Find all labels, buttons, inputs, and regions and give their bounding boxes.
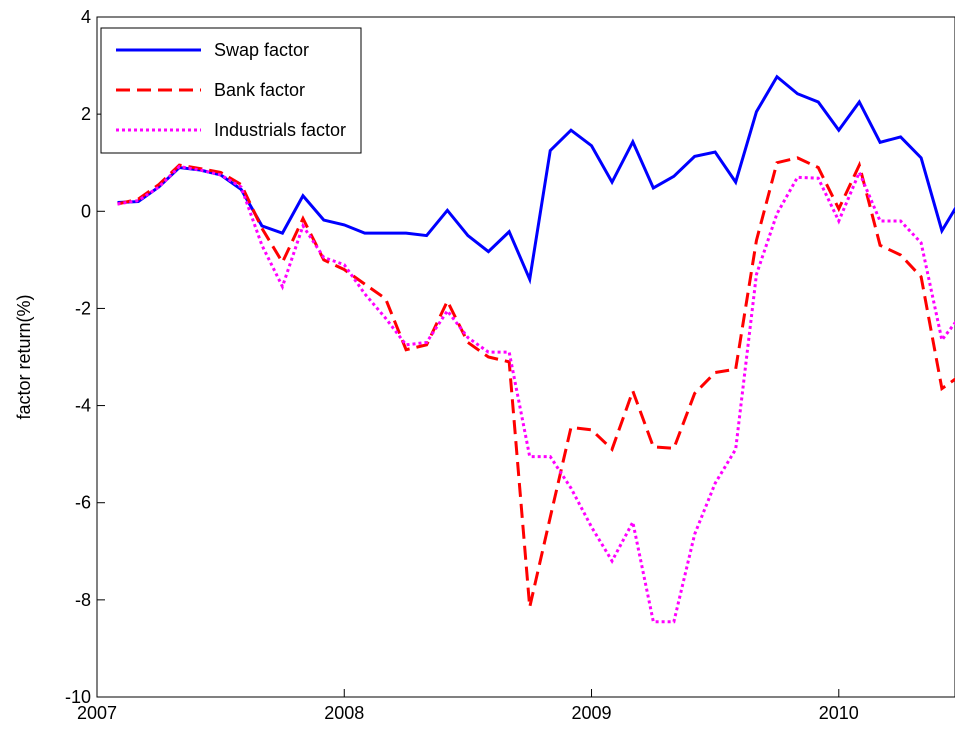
y-axis-label: factor return(%) (14, 294, 34, 419)
x-tick-label: 2009 (572, 703, 612, 723)
x-tick-label: 2010 (819, 703, 859, 723)
x-tick-label: 2007 (77, 703, 117, 723)
y-tick-label: -6 (75, 493, 91, 513)
plot-lines (117, 74, 955, 624)
data-line (117, 156, 955, 608)
y-tick-label: -10 (65, 687, 91, 707)
y-tick-label: -8 (75, 590, 91, 610)
y-tick-label: 4 (81, 7, 91, 27)
y-tick-label: -2 (75, 298, 91, 318)
plot-frame (96, 16, 955, 698)
y-tick-label: 2 (81, 104, 91, 124)
y-tick-label: -4 (75, 396, 91, 416)
y-tick-label: 0 (81, 201, 91, 221)
data-line (117, 164, 955, 624)
x-tick-label: 2008 (324, 703, 364, 723)
legend-label: Industrials factor (214, 120, 346, 140)
legend-label: Swap factor (214, 40, 309, 60)
legend-label: Bank factor (214, 80, 305, 100)
